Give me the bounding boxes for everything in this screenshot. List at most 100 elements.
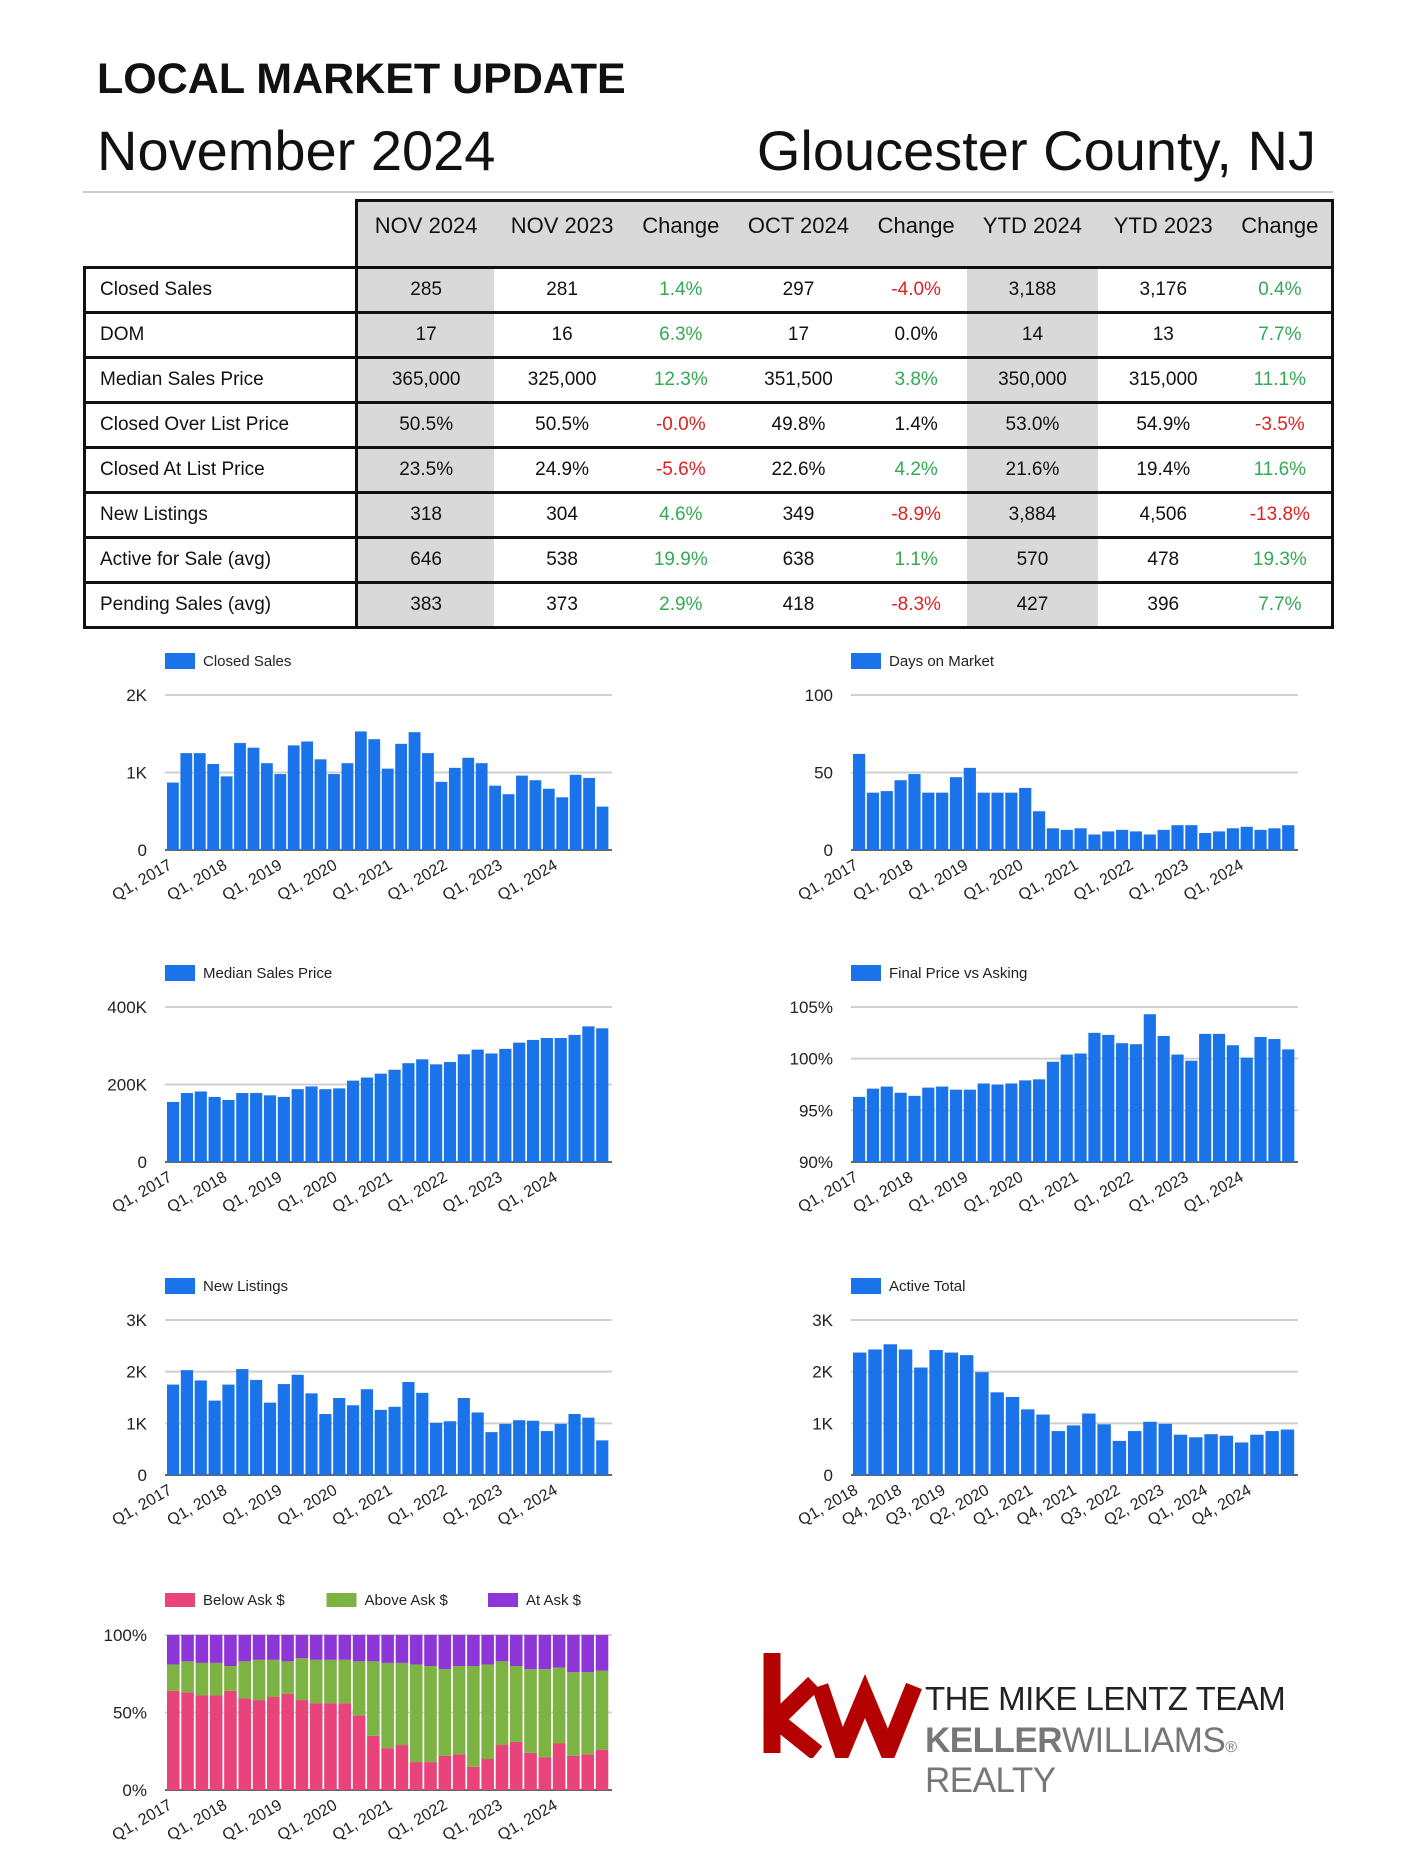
bar-segment (352, 1635, 366, 1662)
x-tick-label: Q1, 2019 (220, 857, 286, 905)
bar-segment (267, 1635, 280, 1660)
bar (596, 1028, 609, 1162)
bar (1185, 825, 1198, 850)
bar (236, 1093, 249, 1162)
x-tick-label: Q1, 2023 (440, 1482, 506, 1530)
bar (277, 1384, 290, 1475)
bar (301, 741, 314, 850)
bar (554, 1423, 567, 1475)
new-listings-chart: New Listings 3K 2K 1K 0 Q1, 2017 Q1, 2018 Q1, 2… (97, 1270, 622, 1555)
y-tick-label: 100% (790, 1050, 833, 1069)
table-row: Median Sales Price 365,000 325,000 12.3% 351… (82, 356, 1334, 403)
bar (977, 1083, 990, 1162)
bar-segment (352, 1715, 366, 1790)
bar-segment (409, 1635, 423, 1665)
x-tick-label: Q1, 2017 (109, 1169, 175, 1217)
bar-segment (452, 1635, 466, 1666)
bar (929, 1349, 943, 1475)
team-name: THE MIKE LENTZ TEAM (925, 1680, 1286, 1717)
x-tick-label: Q1, 2020 (961, 1169, 1027, 1217)
bar (853, 753, 866, 850)
bar (328, 774, 340, 850)
bar (949, 777, 963, 850)
bar (167, 1384, 180, 1475)
legend-label: Median Sales Price (203, 965, 332, 982)
bar (866, 1088, 880, 1162)
table-cell: 50.5% (494, 401, 630, 448)
bar-segment (595, 1635, 609, 1671)
bar (333, 1088, 346, 1162)
x-tick-label: Q1, 2019 (220, 1482, 286, 1530)
table-cell: 297 (731, 266, 866, 313)
bar (556, 797, 569, 850)
bar (1005, 792, 1018, 850)
bar (1046, 1061, 1059, 1162)
table-corner (85, 201, 357, 251)
bar-segment (481, 1635, 494, 1665)
bar-segment (395, 1635, 409, 1663)
bar-segment (495, 1661, 509, 1746)
bar (305, 1086, 318, 1162)
bar (1250, 1434, 1264, 1475)
x-tick-label: Q1, 2018 (165, 1797, 231, 1845)
active-total-chart: Active Total 3K 2K 1K 0 Q1, 2018 Q4, 2018 Q3, 2… (783, 1270, 1308, 1555)
bar (263, 1095, 277, 1162)
x-tick-label: Q1, 2020 (275, 1797, 341, 1845)
bar (883, 1344, 897, 1475)
bar (1005, 1396, 1020, 1475)
y-tick-label: 105% (790, 998, 833, 1017)
bar (866, 792, 880, 850)
bar (435, 781, 448, 850)
bar (489, 785, 501, 850)
bar-segment (252, 1659, 266, 1701)
x-tick-label: Q1, 2023 (1126, 1169, 1192, 1217)
bar-segment (181, 1692, 194, 1790)
table-cell: 24.9% (494, 446, 630, 493)
bar (457, 1054, 470, 1162)
bar-segment (181, 1635, 194, 1662)
x-tick-label: Q1, 2017 (109, 1797, 175, 1845)
bar (922, 792, 935, 850)
report-date: November 2024 (97, 119, 496, 182)
row-label: Closed At List Price (82, 446, 357, 493)
y-tick-label: 50 (814, 764, 833, 783)
bar-segment (409, 1762, 423, 1790)
bar (291, 1089, 304, 1162)
col-header: YTD 2024 (967, 199, 1098, 250)
bar-segment (509, 1741, 523, 1790)
legend-label: New Listings (203, 1278, 288, 1295)
table-spacer-row (85, 250, 1334, 268)
col-header: Change (1228, 199, 1334, 250)
legend-swatch (851, 653, 881, 669)
bar-segment (181, 1661, 194, 1693)
table-row: New Listings 318 304 4.6% 349 -8.9% 3,884 4,506… (82, 491, 1334, 538)
table-cell: 1.4% (865, 401, 968, 448)
bar (1066, 1425, 1081, 1475)
bar (1157, 829, 1170, 850)
bar (457, 1398, 470, 1475)
bar (1143, 834, 1156, 850)
bar (1282, 1049, 1295, 1162)
median-sales-price-chart: Median Sales Price 400K 200K 0 Q1, 2017 Q1, 2… (97, 957, 622, 1242)
x-tick-label: Q1, 2024 (495, 857, 561, 905)
y-tick-label: 0% (122, 1781, 147, 1800)
bar (443, 1062, 457, 1162)
table-cell: 17 (731, 311, 866, 358)
bar (1082, 1413, 1096, 1475)
bar (319, 1414, 332, 1475)
bar (485, 1053, 498, 1162)
bar (1234, 1442, 1249, 1475)
table-cell: 3,884 (967, 491, 1098, 538)
table-cell: 646 (355, 536, 495, 583)
bar (220, 776, 233, 850)
x-tick-label: Q1, 2023 (440, 1797, 506, 1845)
bar-segment (295, 1635, 309, 1659)
bar (975, 1372, 989, 1475)
bar-segment (309, 1659, 323, 1704)
table-cell: 318 (355, 491, 495, 538)
legend-swatch (851, 965, 881, 981)
y-tick-label: 0 (824, 1466, 833, 1485)
bar (1074, 1053, 1087, 1162)
